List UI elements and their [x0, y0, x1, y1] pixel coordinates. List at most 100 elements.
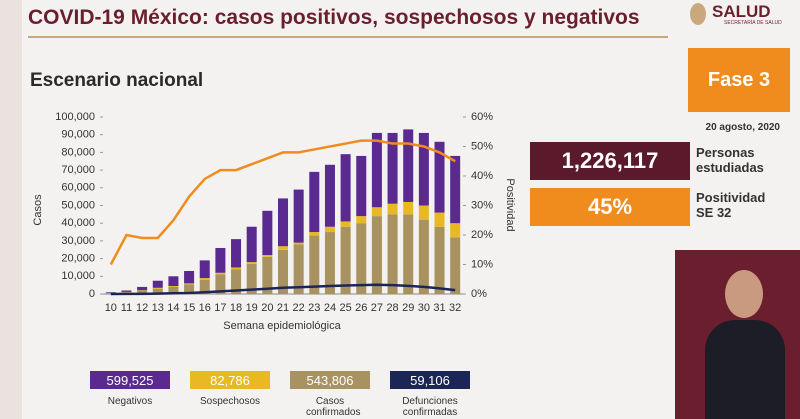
bar-segment: [324, 226, 335, 233]
x-tick-label: 11: [121, 302, 132, 314]
bar-segment: [231, 269, 242, 294]
y-tick-label: 90,000: [61, 129, 95, 141]
logo: SALUD: [712, 2, 771, 21]
bar-segment: [262, 255, 273, 257]
bar-segment: [293, 189, 304, 243]
bar-segment: [105, 292, 116, 293]
bar-segment: [277, 246, 289, 250]
x-tick-label: 31: [433, 302, 445, 314]
legend-total: 82,786: [190, 371, 270, 389]
bar-segment: [387, 132, 398, 204]
bar-segment: [199, 278, 210, 280]
bar-segment: [387, 214, 398, 294]
bar-segment: [246, 226, 257, 263]
bar-segment: [231, 267, 242, 270]
bar-segment: [418, 132, 429, 206]
bar-segment: [215, 272, 226, 275]
y2-tick-label: 10%: [471, 258, 493, 270]
phase: Fase 3: [688, 48, 790, 112]
bar-segment: [184, 270, 195, 284]
bar-segment: [324, 164, 335, 227]
legend-label: Casos confirmados: [306, 396, 361, 418]
x-tick-label: 29: [402, 302, 414, 314]
bar-segment: [418, 205, 429, 220]
logo-icon: [690, 3, 706, 25]
positivity-label: Positividad SE 32: [696, 190, 766, 220]
bar-segment: [371, 132, 382, 208]
x-tick-label: 21: [277, 302, 289, 314]
x-tick-label: 12: [136, 302, 148, 314]
bar-segment: [215, 274, 226, 294]
bar-segment: [168, 286, 179, 294]
studied-label: Personas estudiadas: [696, 145, 764, 175]
x-tick-label: 22: [293, 302, 305, 314]
x-tick-label: 17: [214, 302, 226, 314]
bar-segment: [121, 290, 132, 292]
bar-segment: [340, 226, 351, 294]
decor: [0, 0, 22, 419]
bar-segment: [309, 232, 320, 236]
x-tick-label: 16: [199, 302, 211, 314]
logo-sub: SECRETARÍA DE SALUD: [724, 20, 782, 26]
bar-segment: [434, 141, 445, 213]
x-tick-label: 15: [183, 302, 195, 314]
y2-tick-label: 60%: [471, 111, 493, 123]
x-tick-label: 28: [386, 302, 398, 314]
bar-segment: [309, 171, 320, 233]
bar-segment: [152, 288, 163, 294]
bar-segment: [199, 260, 210, 279]
x-tick-label: 32: [449, 302, 461, 314]
x-tick-label: 14: [167, 302, 179, 314]
x-tick-label: 13: [152, 302, 164, 314]
x-tick-label: 23: [308, 302, 320, 314]
bar-segment: [403, 201, 414, 215]
legend-label: Sospechosos: [199, 396, 261, 407]
bar-segment: [293, 244, 304, 294]
bar-segment: [277, 249, 289, 294]
bar-segment: [387, 203, 398, 215]
bar-segment: [434, 212, 445, 227]
x-tick-label: 26: [355, 302, 367, 314]
bar-segment: [403, 214, 414, 294]
bar-segment: [137, 290, 148, 294]
bar-segment: [152, 287, 163, 289]
y2-tick-label: 40%: [471, 170, 493, 182]
line: [110, 283, 456, 296]
bar-segment: [309, 235, 320, 294]
bar-segment: [277, 198, 289, 247]
bar-segment: [215, 247, 226, 273]
interpreter-body: [705, 320, 785, 419]
bar-segment: [168, 276, 179, 287]
x-tick-label: 25: [339, 302, 351, 314]
bar-segment: [403, 129, 414, 202]
bar-segment: [340, 154, 351, 222]
y2-tick-label: 30%: [471, 199, 493, 211]
bar-segment: [152, 280, 163, 288]
x-axis-label: Semana epidemiológica: [223, 320, 341, 332]
x-tick-label: 10: [105, 302, 117, 314]
bar-segment: [262, 256, 273, 294]
legend-total: 599,525: [90, 371, 170, 389]
y-tick-label: 30,000: [61, 235, 95, 247]
rule: [28, 36, 668, 38]
bar-segment: [371, 207, 382, 217]
x-tick-label: 19: [246, 302, 258, 314]
y-tick-label: 40,000: [61, 217, 95, 229]
bar-segment: [168, 286, 179, 287]
bar-segment: [450, 155, 461, 224]
y-tick-label: 50,000: [61, 199, 95, 211]
bar-segment: [184, 284, 195, 294]
bar-segment: [262, 210, 273, 256]
y-tick-label: 10,000: [61, 270, 95, 282]
bar-segment: [356, 155, 367, 217]
interpreter-panel: [675, 250, 800, 419]
y-tick-label: 70,000: [61, 164, 95, 176]
y2-tick-label: 0%: [471, 288, 487, 300]
x-tick-label: 18: [230, 302, 242, 314]
y-tick-label: 0: [89, 288, 95, 300]
bar-segment: [450, 237, 461, 294]
y-tick-label: 20,000: [61, 253, 95, 265]
bar-segment: [356, 223, 367, 294]
